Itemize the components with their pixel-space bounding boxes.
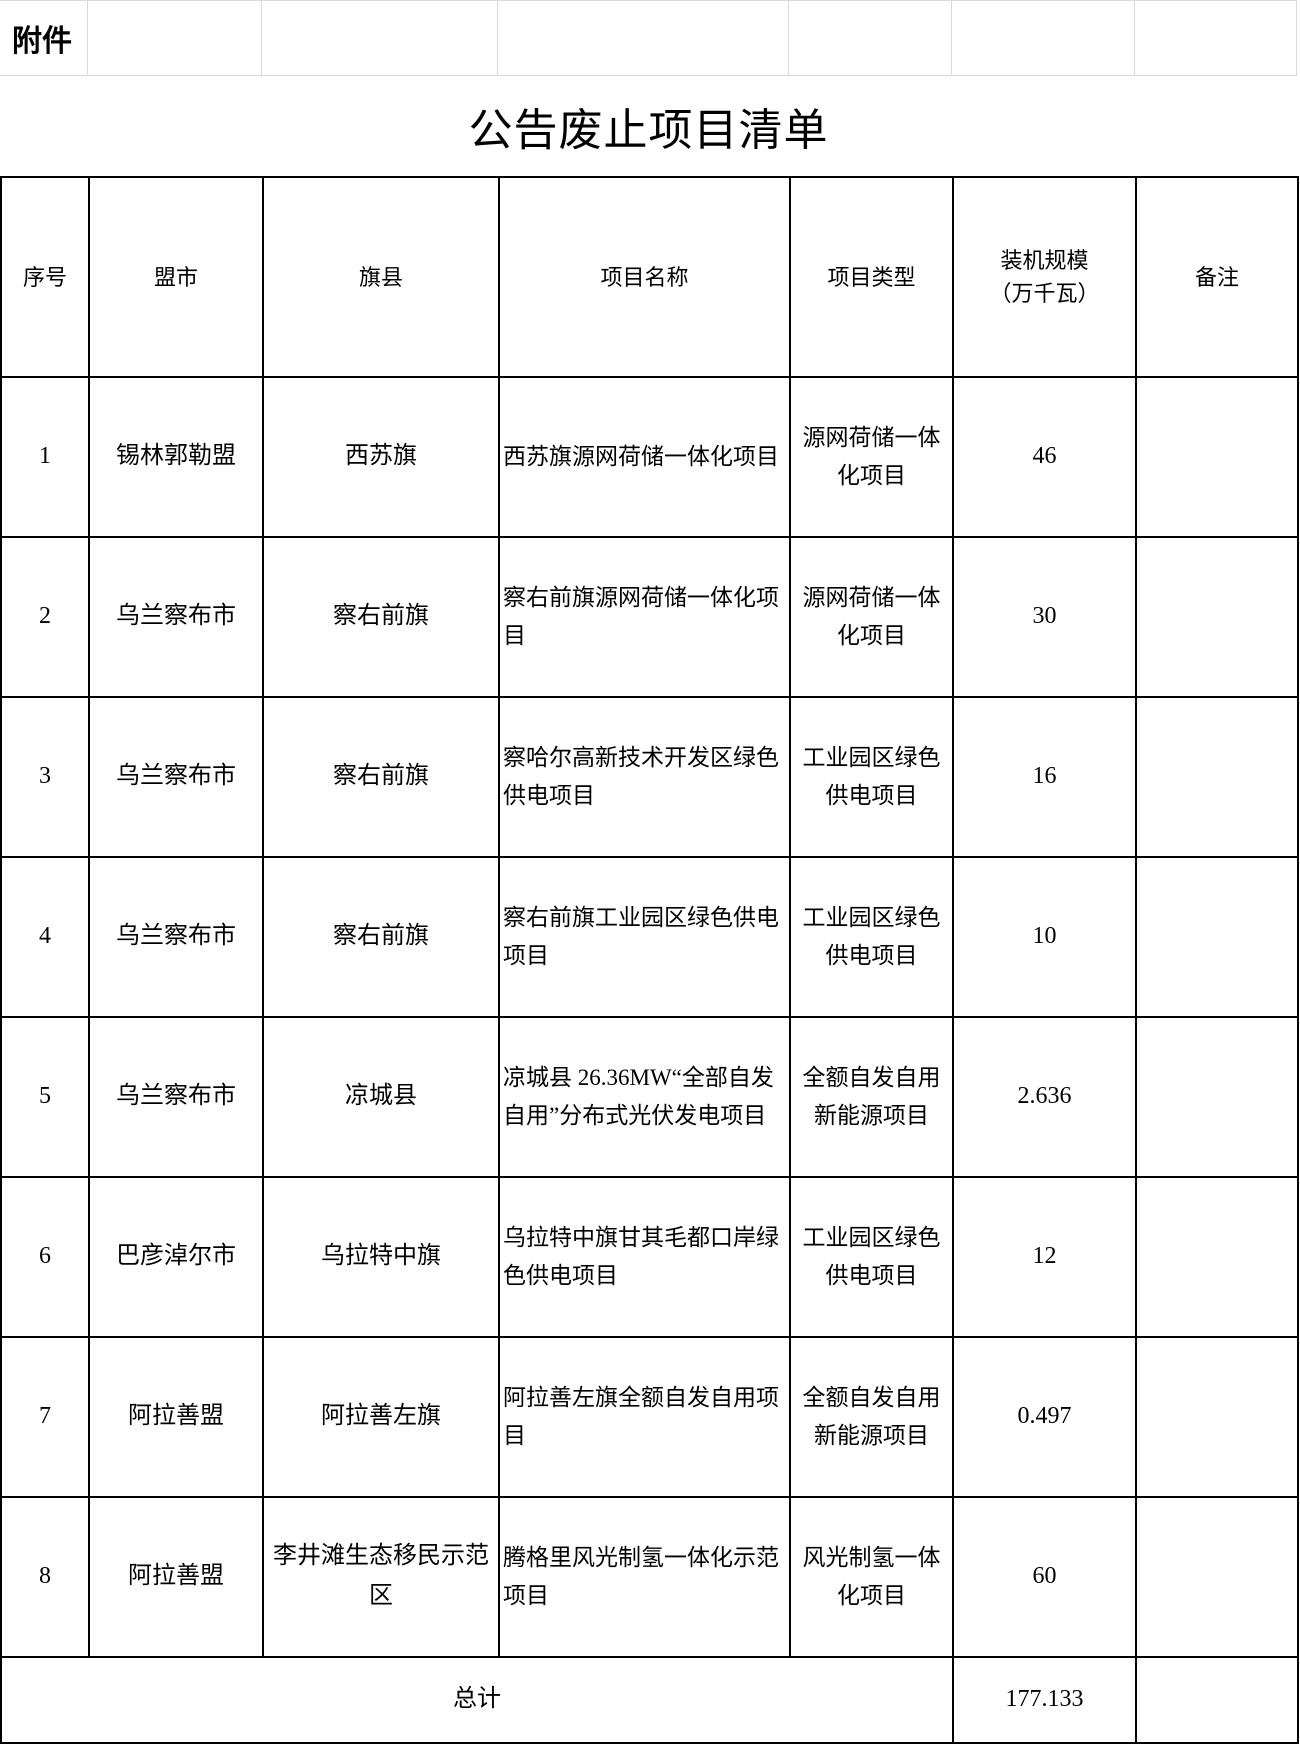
column-header-city: 盟市 <box>88 176 264 378</box>
serial-cell: 7 <box>0 1336 90 1498</box>
remark-cell <box>1135 536 1299 698</box>
grid-cell <box>262 1 498 75</box>
grid-cell <box>88 1 262 75</box>
remark-cell <box>1135 376 1299 538</box>
county-cell: 察右前旗 <box>262 856 500 1018</box>
project-type-cell: 全额自发自用新能源项目 <box>789 1016 954 1178</box>
capacity-cell: 16 <box>952 696 1137 858</box>
serial-cell: 5 <box>0 1016 90 1178</box>
county-cell: 凉城县 <box>262 1016 500 1178</box>
column-header-remark: 备注 <box>1135 176 1299 378</box>
column-header-project-name: 项目名称 <box>498 176 791 378</box>
county-cell: 察右前旗 <box>262 696 500 858</box>
capacity-cell: 2.636 <box>952 1016 1137 1178</box>
capacity-cell: 30 <box>952 536 1137 698</box>
city-cell: 巴彦淖尔市 <box>88 1176 264 1338</box>
city-cell: 阿拉善盟 <box>88 1336 264 1498</box>
project-type-cell: 源网荷储一体化项目 <box>789 376 954 538</box>
project-type-cell: 源网荷储一体化项目 <box>789 536 954 698</box>
project-name-cell: 察右前旗工业园区绿色供电项目 <box>498 856 791 1018</box>
city-cell: 乌兰察布市 <box>88 1016 264 1178</box>
project-type-cell: 工业园区绿色供电项目 <box>789 1176 954 1338</box>
county-cell: 阿拉善左旗 <box>262 1336 500 1498</box>
table-row: 8 阿拉善盟 李井滩生态移民示范区 腾格里风光制氢一体化示范项目 风光制氢一体化项目 60 <box>0 1496 1299 1658</box>
grid-cell <box>789 1 952 75</box>
project-name-cell: 凉城县 26.36MW“全部自发自用”分布式光伏发电项目 <box>498 1016 791 1178</box>
remark-cell <box>1135 856 1299 1018</box>
remark-cell <box>1135 1336 1299 1498</box>
project-name-cell: 腾格里风光制氢一体化示范项目 <box>498 1496 791 1658</box>
table-row: 4 乌兰察布市 察右前旗 察右前旗工业园区绿色供电项目 工业园区绿色供电项目 10 <box>0 856 1299 1018</box>
project-name-cell: 察右前旗源网荷储一体化项目 <box>498 536 791 698</box>
remark-cell <box>1135 696 1299 858</box>
page-title: 公告废止项目清单 <box>468 106 829 155</box>
serial-cell: 8 <box>0 1496 90 1658</box>
project-type-cell: 工业园区绿色供电项目 <box>789 696 954 858</box>
serial-cell: 2 <box>0 536 90 698</box>
table-row: 7 阿拉善盟 阿拉善左旗 阿拉善左旗全额自发自用项目 全额自发自用新能源项目 0.497 <box>0 1336 1299 1498</box>
remark-cell <box>1135 1176 1299 1338</box>
city-cell: 乌兰察布市 <box>88 696 264 858</box>
project-name-cell: 西苏旗源网荷储一体化项目 <box>498 376 791 538</box>
county-cell: 李井滩生态移民示范区 <box>262 1496 500 1658</box>
project-name-cell: 乌拉特中旗甘其毛都口岸绿色供电项目 <box>498 1176 791 1338</box>
project-type-cell: 全额自发自用新能源项目 <box>789 1336 954 1498</box>
serial-cell: 6 <box>0 1176 90 1338</box>
grid-cell <box>1135 1 1297 75</box>
column-header-county: 旗县 <box>262 176 500 378</box>
grid-cell <box>952 1 1135 75</box>
serial-cell: 1 <box>0 376 90 538</box>
grid-cell <box>498 1 789 75</box>
capacity-cell: 60 <box>952 1496 1137 1658</box>
project-name-cell: 阿拉善左旗全额自发自用项目 <box>498 1336 791 1498</box>
column-header-project-type: 项目类型 <box>789 176 954 378</box>
city-cell: 锡林郭勒盟 <box>88 376 264 538</box>
capacity-cell: 10 <box>952 856 1137 1018</box>
spreadsheet-gridline-row: 附件 <box>0 0 1297 76</box>
city-cell: 阿拉善盟 <box>88 1496 264 1658</box>
project-name-cell: 察哈尔高新技术开发区绿色供电项目 <box>498 696 791 858</box>
table-row: 6 巴彦淖尔市 乌拉特中旗 乌拉特中旗甘其毛都口岸绿色供电项目 工业园区绿色供电项目 12 <box>0 1176 1299 1338</box>
total-capacity-cell: 177.133 <box>952 1656 1137 1744</box>
county-cell: 西苏旗 <box>262 376 500 538</box>
column-header-capacity: 装机规模 （万千瓦） <box>952 176 1137 378</box>
table-row: 3 乌兰察布市 察右前旗 察哈尔高新技术开发区绿色供电项目 工业园区绿色供电项目 16 <box>0 696 1299 858</box>
serial-cell: 4 <box>0 856 90 1018</box>
remark-cell <box>1135 1016 1299 1178</box>
table-header-row: 序号 盟市 旗县 项目名称 项目类型 装机规模 （万千瓦） 备注 <box>0 176 1299 378</box>
attachment-cell: 附件 <box>0 1 88 75</box>
table-row: 2 乌兰察布市 察右前旗 察右前旗源网荷储一体化项目 源网荷储一体化项目 30 <box>0 536 1299 698</box>
total-label-cell: 总计 <box>0 1656 954 1744</box>
county-cell: 察右前旗 <box>262 536 500 698</box>
city-cell: 乌兰察布市 <box>88 856 264 1018</box>
project-type-cell: 风光制氢一体化项目 <box>789 1496 954 1658</box>
capacity-cell: 12 <box>952 1176 1137 1338</box>
table-row: 1 锡林郭勒盟 西苏旗 西苏旗源网荷储一体化项目 源网荷储一体化项目 46 <box>0 376 1299 538</box>
capacity-cell: 46 <box>952 376 1137 538</box>
column-header-serial: 序号 <box>0 176 90 378</box>
abolished-projects-table: 序号 盟市 旗县 项目名称 项目类型 装机规模 （万千瓦） 备注 1 锡林郭勒盟 西苏旗 西苏旗源… <box>0 176 1299 1744</box>
county-cell: 乌拉特中旗 <box>262 1176 500 1338</box>
city-cell: 乌兰察布市 <box>88 536 264 698</box>
total-remark-cell <box>1135 1656 1299 1744</box>
capacity-cell: 0.497 <box>952 1336 1137 1498</box>
serial-cell: 3 <box>0 696 90 858</box>
remark-cell <box>1135 1496 1299 1658</box>
total-row: 总计 177.133 <box>0 1656 1299 1744</box>
attachment-label: 附件 <box>12 25 72 58</box>
project-type-cell: 工业园区绿色供电项目 <box>789 856 954 1018</box>
table-row: 5 乌兰察布市 凉城县 凉城县 26.36MW“全部自发自用”分布式光伏发电项目 全额自… <box>0 1016 1299 1178</box>
